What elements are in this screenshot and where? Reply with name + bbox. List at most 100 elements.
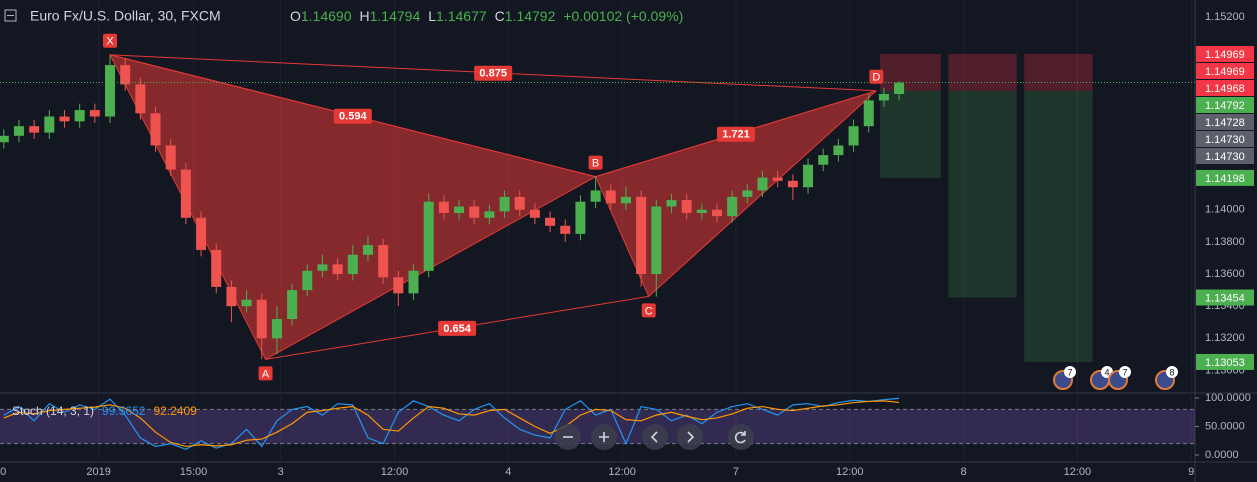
point-label: D [872,72,880,84]
candle-body [302,270,313,291]
price-badge [1196,46,1254,63]
point-label-bg [588,155,603,170]
target-zone [948,90,1017,298]
price-badge [1196,114,1254,131]
event-count-bg [1166,366,1178,378]
candle-body [211,249,222,287]
point-label-bg [641,303,656,318]
candle-body [150,113,161,146]
stoch-line [3,400,900,448]
toolbar-icon [687,431,695,443]
candle-body [408,270,419,294]
event-count-bg [1064,366,1076,378]
candle-body [833,145,844,156]
candle-body [105,65,116,117]
candle-body [287,290,298,320]
point-label-bg [869,69,884,84]
candle-body [651,206,662,275]
price-badge [1196,169,1254,186]
price-badge-label: 1.14198 [1205,173,1245,185]
stoch-tick-label: 50.0000 [1205,420,1245,432]
candle-body [545,217,556,226]
candle-body [317,264,328,271]
candle-body [165,145,176,170]
legend-value: 1.14792 [505,8,556,24]
candle-body [469,206,480,218]
candle-body [438,201,449,213]
x-tick-label: 15:00 [180,466,208,478]
candle-body [575,201,586,234]
candle-body [499,196,510,212]
candle-body [514,196,525,210]
legend-key: O [290,8,301,24]
y-tick-label: 1.14000 [1205,204,1245,216]
price-badge [1196,63,1254,80]
price-badge-label: 1.14728 [1205,117,1245,129]
candle-body [454,206,465,213]
candle-body [0,135,9,143]
point-label: A [262,368,270,380]
toolbar-button[interactable] [677,424,703,450]
ratio-label-bg [333,108,372,124]
pattern-labels: X A B C D 0.875 0.594 1.721 0.654 [103,33,884,381]
candle-body [29,126,40,133]
stoch-value: 92.2409 [153,404,197,418]
price-badge [1196,148,1254,165]
toolbar-button[interactable] [642,424,668,450]
y-tick-label: 1.13800 [1205,236,1245,248]
candle-body [529,209,540,218]
ratio-label: 1.721 [722,129,750,141]
point-label: X [106,36,114,48]
candle-body [423,201,434,271]
candle-body [620,196,631,204]
collapse-icon[interactable] [4,9,17,22]
price-badge-label: 1.14969 [1205,66,1245,78]
x-tick-label: 12:00 [0,466,6,478]
x-tick-label: 12:00 [381,466,409,478]
price-badge [1196,289,1254,306]
candle-body [712,209,722,217]
candle-body [681,200,692,213]
price-badge [1196,80,1254,97]
ohlc-legend: O1.14690 H1.14794 L1.14677 C1.14792 +0.00102… [290,8,683,24]
price-badge [1196,131,1254,148]
ratio-label: 0.594 [339,111,367,123]
candle-body [863,100,874,127]
event-count: 4 [1104,367,1109,377]
candle-body [378,245,389,278]
candle-body [590,190,601,202]
candle-body [13,126,24,136]
event-count: 8 [1169,367,1174,377]
candle-body [241,299,252,307]
point-label-bg [258,366,273,381]
candle-body [636,196,647,275]
price-badge-label: 1.14730 [1205,151,1245,163]
toolbar-button[interactable] [728,424,754,450]
candle-body [180,169,191,218]
stop-zone [1024,54,1093,91]
price-badge-label: 1.14730 [1205,134,1245,146]
point-label-bg [103,33,118,48]
event-count: 7 [1067,367,1072,377]
x-tick-label: 2019 [86,466,110,478]
candle-body [332,264,343,275]
x-ticks: 12:00 2019 15:00 3 12:00 4 12:00 7 12:00 8 12:00 9 [0,466,1194,478]
candle-body [135,84,146,114]
candle-body [818,155,829,165]
candle-body [803,164,814,188]
stoch-value: 99.5652 [102,404,146,418]
y-tick-label: 1.13600 [1205,268,1245,280]
stop-zone [880,54,941,91]
candle-body [605,190,616,204]
legend-change: +0.00102 (+0.09%) [563,8,683,24]
legend-value: 1.14794 [370,8,421,24]
candle-body [878,94,889,101]
x-tick-label: 8 [961,466,967,478]
x-tick-label: 9 [1188,466,1194,478]
x-tick-label: 12:00 [836,466,864,478]
event-count-bg [1119,366,1131,378]
ratio-label: 0.875 [479,68,507,80]
toolbar-icon [599,432,609,442]
